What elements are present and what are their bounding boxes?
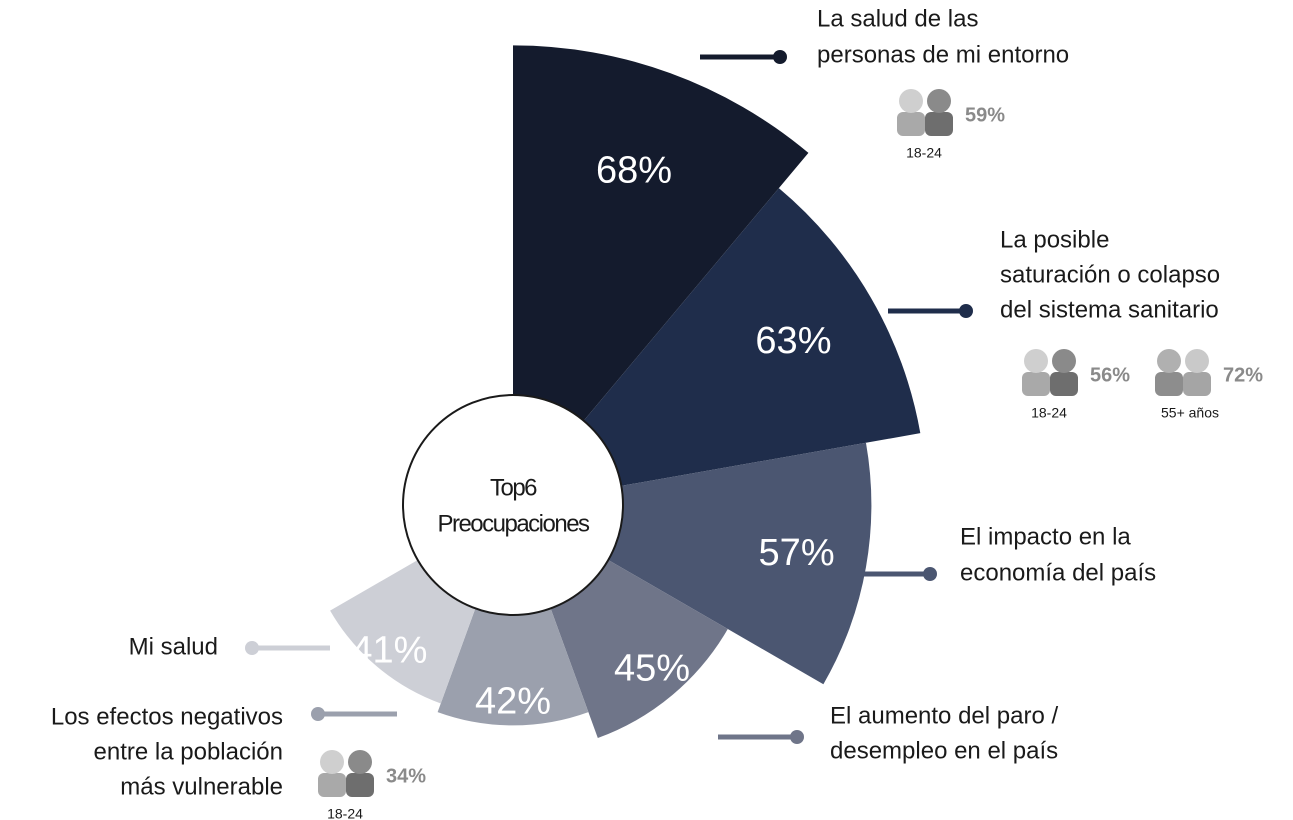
breakdown-value: 56% [1090,364,1130,386]
category-label: La posible [1000,226,1109,253]
person-head [1024,349,1048,373]
leader-dot [245,641,259,655]
breakdown-value: 72% [1223,364,1263,386]
people-icon [897,89,953,136]
person-body [1050,372,1078,396]
leader-dot [311,707,325,721]
person-head [348,750,372,774]
person-body [318,773,346,797]
breakdown-group: 18-24 [1031,405,1067,421]
people-icon [318,750,374,797]
category-label: desempleo en el país [830,737,1058,764]
category-label: Los efectos negativos [51,703,283,730]
category-label: personas de mi entorno [817,41,1069,68]
person-head [899,89,923,113]
value-label: 42% [475,680,551,722]
person-body [1155,372,1183,396]
category-label: La salud de las [817,5,978,32]
person-head [1185,349,1209,373]
people-icon [1022,349,1078,396]
sector [513,45,809,506]
value-label: 63% [755,320,831,362]
value-label: 57% [759,532,835,574]
person-head [1157,349,1181,373]
category-label: más vulnerable [120,773,283,800]
value-label: 45% [614,648,690,690]
category-label: entre la población [94,738,283,765]
person-body [1183,372,1211,396]
leader-dot [790,730,804,744]
breakdown-value: 59% [965,104,1005,126]
category-label: El impacto en la [960,523,1131,550]
breakdown-group: 18-24 [906,145,942,161]
person-body [1022,372,1050,396]
breakdown-group: 55+ años [1161,405,1219,421]
person-body [897,112,925,136]
category-label: saturación o colapso [1000,261,1220,288]
person-head [1052,349,1076,373]
center-circle [402,394,624,616]
value-label: 68% [596,150,672,192]
category-label: El aumento del paro / [830,702,1058,729]
leader-dot [773,50,787,64]
person-head [927,89,951,113]
category-label: Mi salud [129,633,218,660]
people-icon [1155,349,1211,396]
value-label: 41% [351,629,427,671]
person-body [346,773,374,797]
category-label: economía del país [960,559,1156,586]
center-label: Top6 [490,474,537,501]
person-body [925,112,953,136]
leader-dot [923,567,937,581]
person-head [320,750,344,774]
breakdown-group: 18-24 [327,806,363,820]
breakdown-value: 34% [386,765,426,787]
sector [513,188,921,506]
category-label: del sistema sanitario [1000,296,1219,323]
center-label: Preocupaciones [437,510,590,537]
leader-dot [959,304,973,318]
